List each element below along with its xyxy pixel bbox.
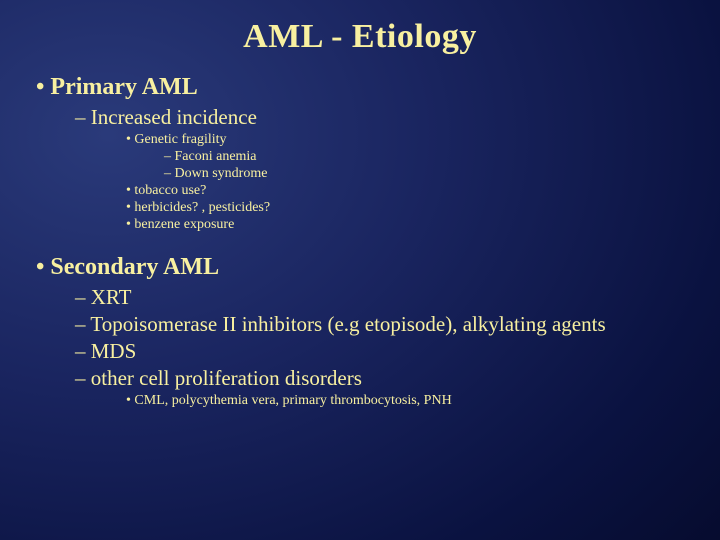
slide: AML - Etiology Primary AML Increased inc… bbox=[0, 0, 720, 540]
primary-heading: Primary AML bbox=[30, 74, 690, 101]
primary-herbicides: herbicides? , pesticides? bbox=[30, 200, 690, 216]
primary-increased-incidence: Increased incidence bbox=[30, 105, 690, 130]
secondary-mds: MDS bbox=[30, 339, 690, 364]
secondary-cml: CML, polycythemia vera, primary thromboc… bbox=[30, 393, 690, 409]
secondary-heading: Secondary AML bbox=[30, 254, 690, 281]
primary-tobacco: tobacco use? bbox=[30, 183, 690, 199]
primary-down: Down syndrome bbox=[30, 166, 690, 182]
secondary-xrt: XRT bbox=[30, 285, 690, 310]
primary-faconi: Faconi anemia bbox=[30, 149, 690, 165]
spacer bbox=[30, 234, 690, 248]
secondary-other: other cell proliferation disorders bbox=[30, 366, 690, 391]
primary-benzene: benzene exposure bbox=[30, 217, 690, 233]
secondary-topo: Topoisomerase II inhibitors (e.g etopiso… bbox=[30, 312, 690, 337]
primary-genetic-fragility: Genetic fragility bbox=[30, 132, 690, 148]
slide-title: AML - Etiology bbox=[30, 18, 690, 56]
